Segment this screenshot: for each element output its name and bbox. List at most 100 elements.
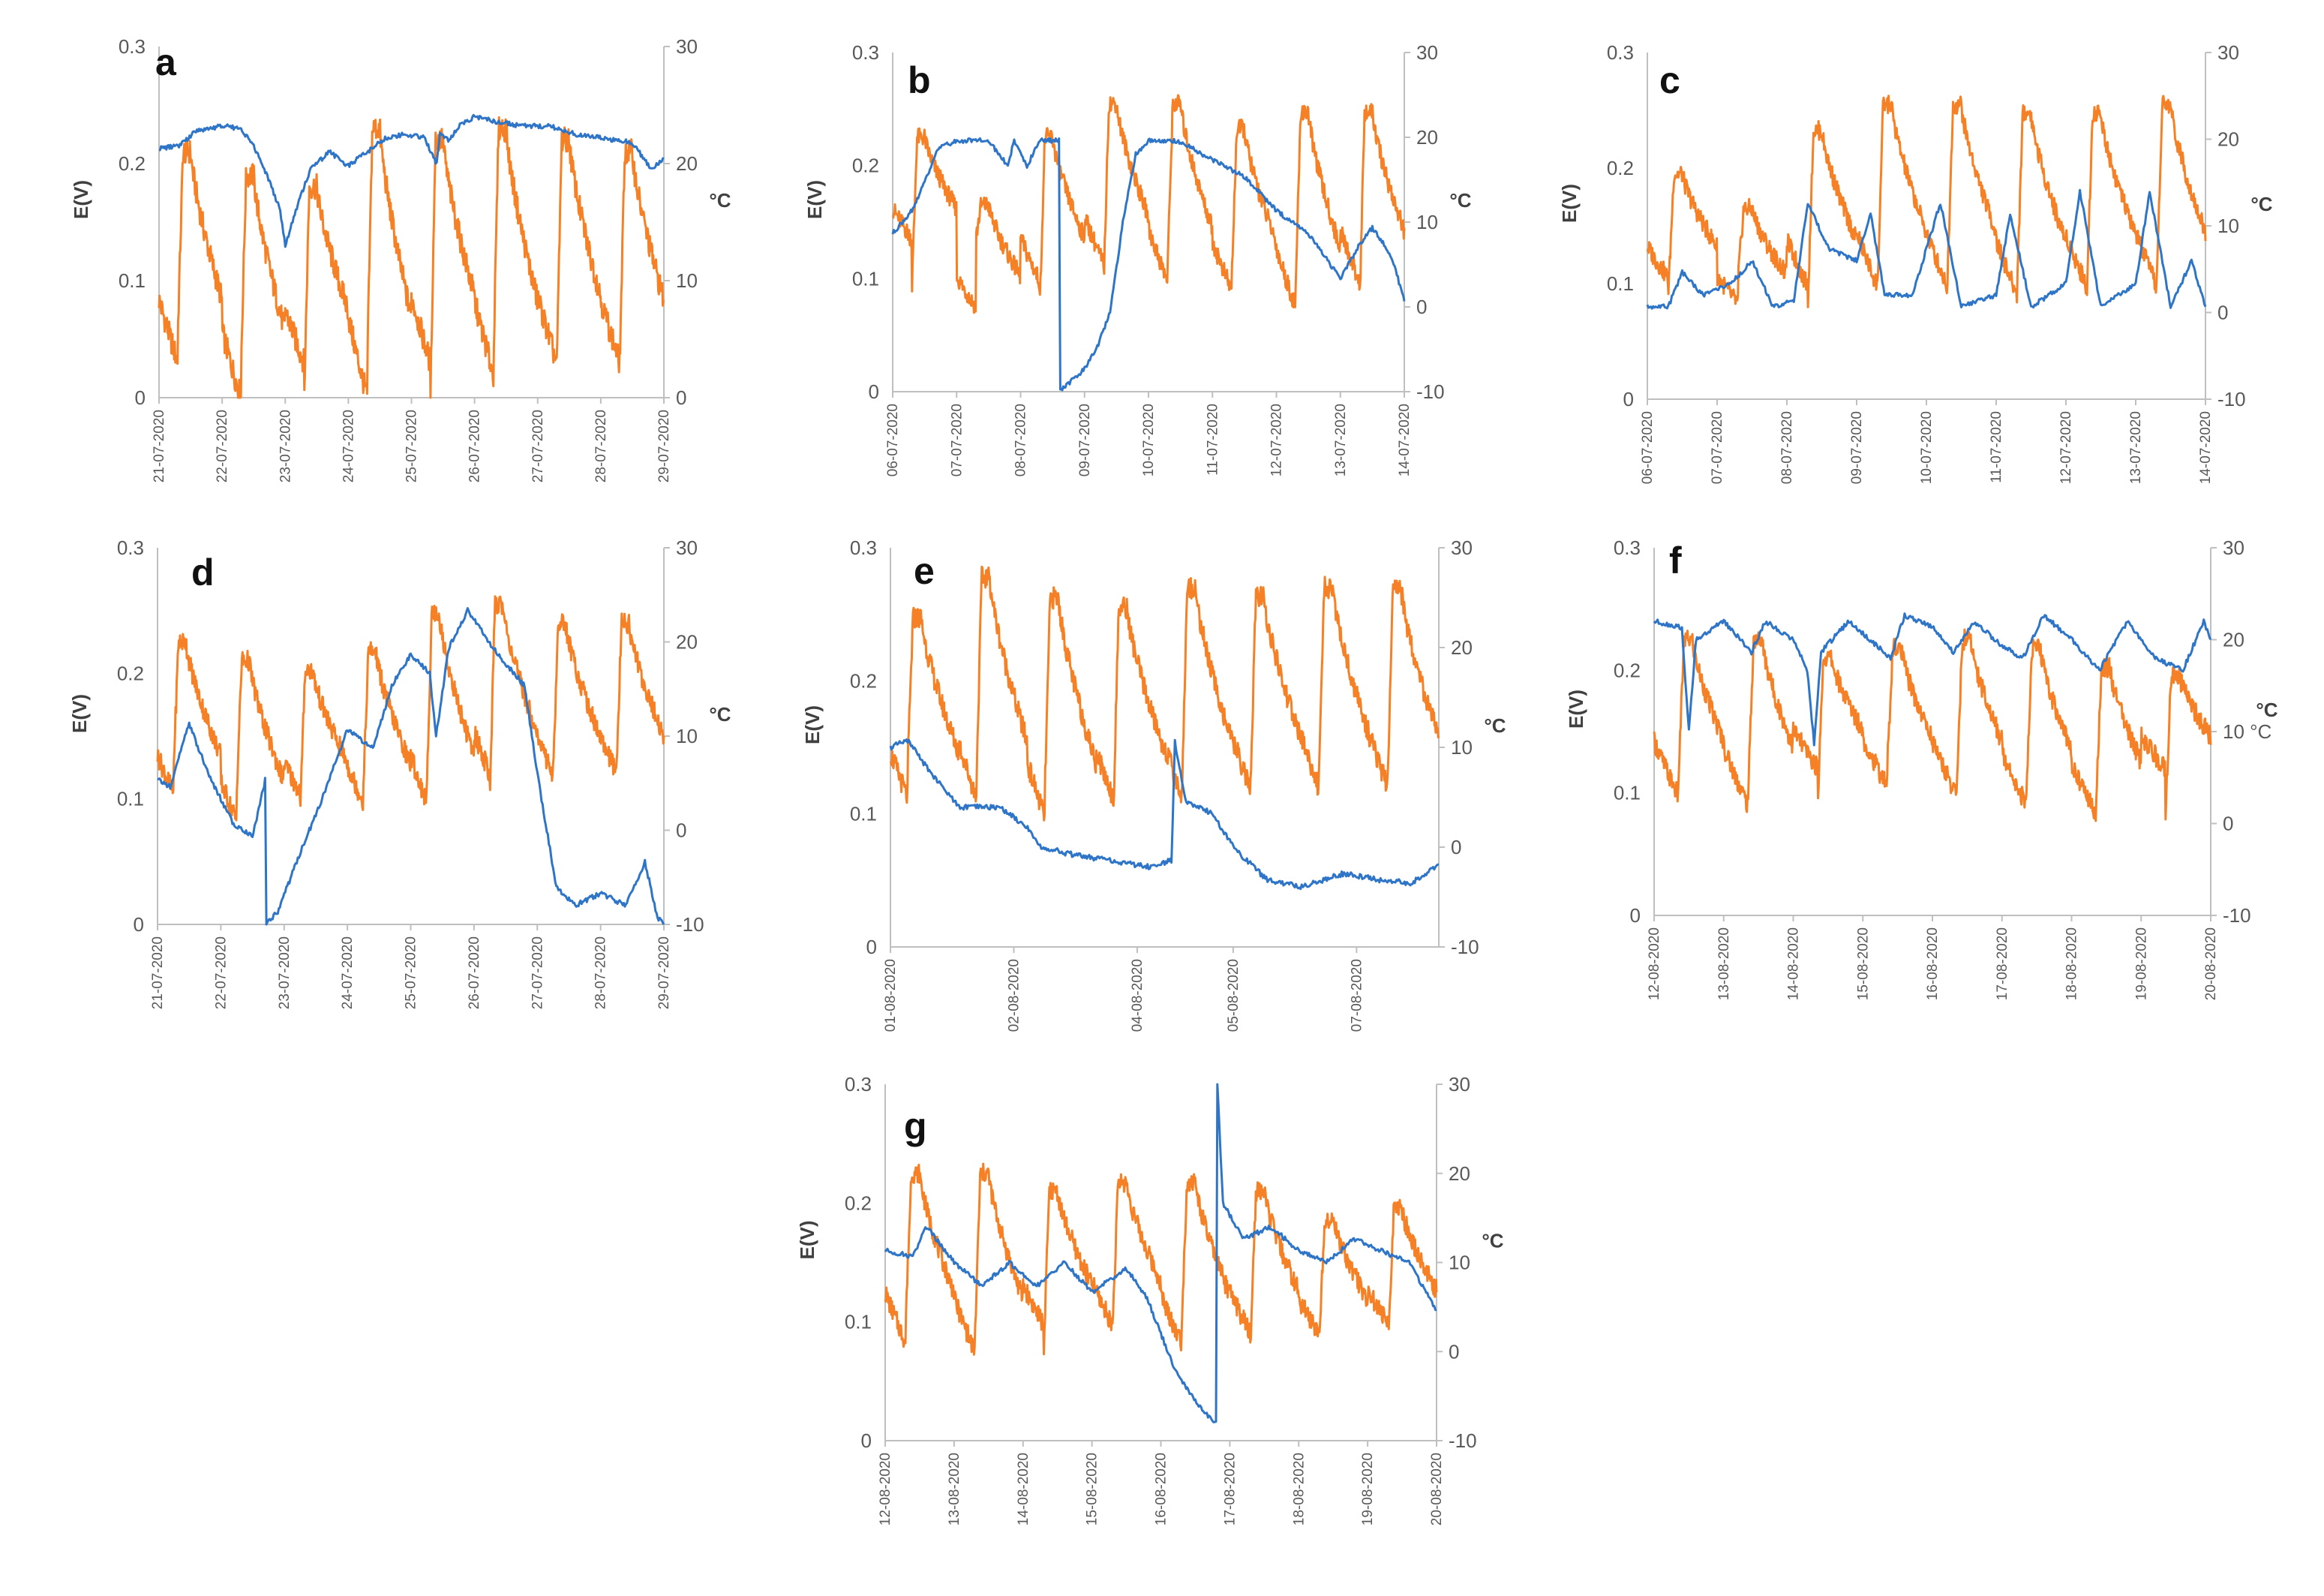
x-tick-label: 13-07-2020 — [1333, 404, 1349, 476]
y-tick-label: 0.1 — [1607, 272, 1634, 295]
x-tick-label: 06-07-2020 — [1640, 411, 1656, 484]
y2-tick-label: 30 — [1451, 537, 1473, 559]
x-tick-label: 19-08-2020 — [1360, 1453, 1376, 1525]
x-tick-label: 16-08-2020 — [1154, 1453, 1170, 1525]
temperature-series-line — [884, 1162, 1438, 1356]
temperature-series-line — [892, 94, 1406, 314]
x-tick-label: 21-07-2020 — [152, 410, 167, 482]
y-tick-label: 0.2 — [117, 662, 144, 684]
x-tick-label: 27-07-2020 — [530, 936, 545, 1009]
x-tick-label: 14-08-2020 — [1016, 1453, 1031, 1525]
x-tick-label: 13-08-2020 — [1716, 927, 1732, 1000]
y2-tick-label: 10 — [1416, 211, 1438, 233]
panel-e: 0 0.1 0.2 0.3 -10 0 10 20 30 01-08-2020 02-08-2020… — [801, 537, 1506, 1032]
y2-tick-label: -10 — [1449, 1429, 1477, 1452]
y2-axis-title: °C — [1482, 1230, 1503, 1252]
panel-label: f — [1669, 540, 1682, 582]
x-tick-label: 12-07-2020 — [1269, 404, 1285, 476]
y2-axis-title: °C — [1484, 714, 1506, 737]
x-tick-label: 17-08-2020 — [1995, 927, 2010, 1000]
y-tick-label: 0 — [1623, 388, 1634, 410]
x-tick-label: 15-08-2020 — [1855, 927, 1871, 1000]
temperature-series-line — [1646, 95, 2207, 308]
y2-tick-label: 20 — [2217, 128, 2239, 151]
y2-tick-label: -10 — [1451, 936, 1479, 958]
y2-tick-label: -10 — [1416, 380, 1445, 403]
y-axis-title: E(V) — [70, 180, 92, 219]
y-axis-title: E(V) — [796, 1221, 818, 1260]
x-tick-label: 26-07-2020 — [467, 936, 482, 1009]
x-tick-label: 12-08-2020 — [878, 1453, 893, 1525]
x-tick-label: 23-07-2020 — [277, 936, 293, 1009]
y-tick-label: 0 — [866, 936, 877, 958]
x-tick-label: 14-08-2020 — [1786, 927, 1802, 1000]
x-tick-label: 19-08-2020 — [2133, 927, 2149, 1000]
y2-tick-label: -10 — [2217, 388, 2246, 410]
panel-a: 0 0.1 0.2 0.3 0 10 20 30 21-07-2020 22-07-2020 23-… — [70, 35, 731, 482]
voltage-series-line — [158, 113, 665, 248]
x-tick-label: 12-08-2020 — [1647, 927, 1662, 1000]
x-tick-label: 24-07-2020 — [341, 410, 356, 482]
y-axis-title: E(V) — [803, 180, 826, 219]
y-tick-label: 0.1 — [1614, 782, 1641, 804]
y2-tick-label: 10 — [676, 269, 698, 292]
y2-tick-label: 10 — [676, 725, 698, 747]
y-tick-label: 0.2 — [845, 1192, 872, 1214]
y2-tick-label: 0 — [1416, 296, 1427, 318]
panel-g: 0 0.1 0.2 0.3 -10 0 10 20 30 12-08-2020 13-08-2020… — [796, 1073, 1504, 1525]
x-tick-label: 25-07-2020 — [404, 936, 419, 1009]
x-tick-label: 12-07-2020 — [2058, 411, 2074, 484]
y2-tick-label: 20 — [1449, 1162, 1470, 1185]
y2-tick-label: 0 — [676, 386, 686, 409]
y2-tick-label: 10 °C — [2223, 720, 2271, 743]
y-tick-label: 0.2 — [852, 155, 879, 177]
panel-label: a — [155, 41, 177, 83]
x-tick-label: 09-07-2020 — [1849, 411, 1865, 484]
y-tick-label: 0.1 — [117, 788, 144, 810]
x-tick-label: 23-07-2020 — [278, 410, 293, 482]
temperature-series-line — [156, 595, 665, 822]
x-tick-label: 14-07-2020 — [1397, 404, 1413, 476]
x-tick-label: 08-07-2020 — [1013, 404, 1029, 476]
x-tick-label: 02-08-2020 — [1006, 959, 1022, 1032]
y-tick-label: 0.2 — [1607, 157, 1634, 179]
panel-f: 0 0.1 0.2 0.3 -10 0 10 °C 20 30 12-08-2020 13-08-2… — [1565, 537, 2278, 1000]
x-tick-label: 20-08-2020 — [1429, 1453, 1445, 1525]
y2-tick-label: 30 — [676, 35, 698, 58]
y2-tick-label: 20 — [1451, 636, 1473, 659]
x-tick-label: 27-07-2020 — [530, 410, 546, 482]
x-tick-label: 17-08-2020 — [1222, 1453, 1238, 1525]
voltage-series-line — [889, 738, 1440, 891]
y-tick-label: 0 — [861, 1429, 872, 1452]
y-tick-label: 0.3 — [1614, 537, 1641, 559]
x-tick-label: 11-07-2020 — [1989, 411, 2004, 483]
x-tick-label: 24-07-2020 — [340, 936, 356, 1009]
y2-tick-label: 20 — [676, 631, 698, 654]
y2-tick-label: 30 — [2223, 537, 2244, 559]
x-tick-label: 08-07-2020 — [1779, 411, 1795, 484]
x-tick-label: 07-07-2020 — [1710, 411, 1725, 484]
x-tick-label: 11-07-2020 — [1205, 404, 1221, 476]
y-tick-label: 0 — [869, 380, 879, 403]
panel-c: 0 0.1 0.2 0.3 -10 0 10 20 30 06-07-2020 07-07-2020… — [1558, 41, 2273, 484]
y-axis-title: E(V) — [1558, 184, 1581, 223]
x-tick-label: 18-08-2020 — [1291, 1453, 1307, 1525]
y2-tick-label: 30 — [1449, 1073, 1470, 1096]
panel-label: c — [1659, 59, 1680, 101]
y-tick-label: 0.2 — [1614, 659, 1641, 681]
temperature-series-line — [1653, 628, 2212, 822]
x-tick-label: 10-07-2020 — [1919, 411, 1935, 484]
y-tick-label: 0.3 — [1607, 41, 1634, 64]
y-tick-label: 0 — [134, 913, 144, 936]
temperature-series-line — [158, 116, 665, 399]
y2-axis-title: °C — [709, 189, 731, 212]
y2-axis-title: °C — [709, 703, 731, 726]
panel-label: d — [191, 552, 215, 594]
y-axis-title: E(V) — [1565, 690, 1587, 729]
temperature-series-line — [890, 565, 1440, 822]
y2-tick-label: 0 — [1451, 836, 1461, 858]
x-tick-label: 26-07-2020 — [467, 410, 483, 482]
panel-label: g — [904, 1105, 927, 1147]
y2-tick-label: 30 — [1416, 41, 1438, 64]
